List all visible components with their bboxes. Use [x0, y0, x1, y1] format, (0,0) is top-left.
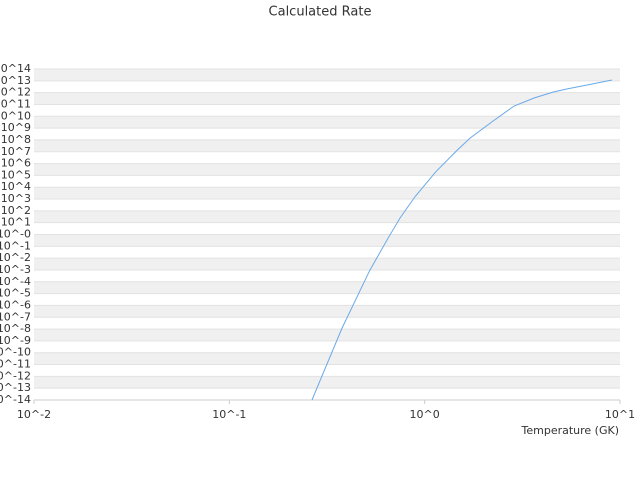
y-tick-label: 10^10 — [0, 109, 31, 122]
y-tick-label: 10^12 — [0, 86, 31, 99]
grid-band — [34, 258, 620, 270]
grid-band — [34, 210, 620, 223]
y-tick-label: 10^4 — [1, 180, 31, 193]
grid-band — [34, 92, 620, 105]
y-tick-label: 10^-1 — [0, 239, 31, 252]
y-tick-label: 10^-10 — [0, 346, 31, 359]
bands — [34, 69, 620, 389]
y-tick-label: 10^1 — [1, 216, 31, 229]
grid-band — [34, 376, 620, 389]
y-tick-label: 10^-5 — [0, 287, 31, 300]
grid-band — [34, 329, 620, 341]
grid-band — [34, 69, 620, 81]
x-axis-label: Temperature (GK) — [521, 424, 620, 437]
grid-band — [34, 163, 620, 176]
y-tick-label: 10^-9 — [0, 334, 31, 347]
grid-band — [34, 116, 620, 129]
y-tick-label: 10^8 — [1, 133, 31, 146]
y-tick-label: 10^11 — [0, 97, 31, 110]
y-tick-label: 10^3 — [1, 192, 31, 205]
x-tick-label: 10^0 — [410, 408, 440, 421]
y-tick-label: 10^6 — [1, 157, 31, 170]
grid-band — [34, 352, 620, 365]
chart-title: Calculated Rate — [269, 5, 372, 20]
x-tick-label: 10^-2 — [17, 408, 51, 421]
y-tick-label: 10^-3 — [0, 263, 31, 276]
y-tick-label: 10^9 — [1, 121, 31, 134]
y-tick-label: 10^-6 — [0, 298, 31, 311]
y-tick-label: 10^-12 — [0, 369, 31, 382]
grid-band — [34, 139, 620, 152]
y-tick-label: 10^-14 — [0, 393, 31, 406]
grid-band — [34, 281, 620, 294]
x-tick-label: 10^-1 — [212, 408, 246, 421]
data-line — [311, 79, 613, 401]
y-tick-label: 10^7 — [1, 145, 31, 158]
y-tick-label: 10^5 — [1, 168, 31, 181]
y-tick-label: 10^-0 — [0, 228, 31, 241]
x-tick-label: 10^1 — [605, 408, 635, 421]
y-tick-label: 10^13 — [0, 74, 31, 87]
y-tick-label: 10^2 — [1, 204, 31, 217]
y-tick-label: 10^14 — [0, 62, 31, 75]
grid-band — [34, 305, 620, 318]
y-tick-label: 10^-2 — [0, 251, 31, 264]
y-tick-label: 10^-4 — [0, 275, 31, 288]
y-tick-label: 10^-8 — [0, 322, 31, 335]
grid-band — [34, 187, 620, 200]
grid-band — [34, 234, 620, 247]
y-tick-label: 10^-7 — [0, 310, 31, 323]
y-tick-label: 10^-11 — [0, 358, 31, 371]
y-tick-label: 10^-13 — [0, 381, 31, 394]
